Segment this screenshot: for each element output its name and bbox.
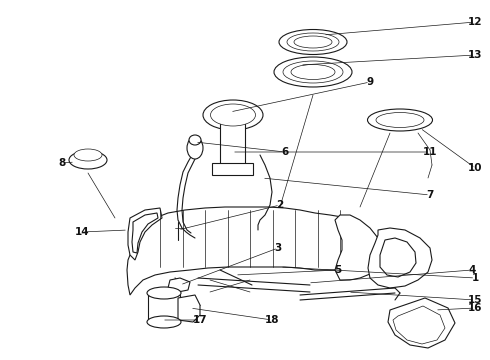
Text: 14: 14: [74, 227, 89, 237]
Ellipse shape: [211, 104, 255, 126]
Ellipse shape: [69, 151, 107, 169]
Text: 13: 13: [468, 50, 483, 60]
Polygon shape: [168, 278, 190, 292]
Polygon shape: [393, 306, 445, 344]
Ellipse shape: [74, 149, 102, 161]
Polygon shape: [128, 208, 162, 260]
Polygon shape: [212, 163, 253, 175]
Ellipse shape: [187, 137, 203, 159]
Text: 5: 5: [334, 265, 342, 275]
Text: 7: 7: [426, 190, 434, 200]
Polygon shape: [368, 228, 432, 288]
Text: 4: 4: [468, 265, 476, 275]
Ellipse shape: [287, 33, 339, 51]
Text: 11: 11: [423, 147, 437, 157]
Polygon shape: [220, 115, 245, 165]
Text: 18: 18: [265, 315, 279, 325]
Ellipse shape: [274, 57, 352, 87]
Polygon shape: [132, 213, 158, 253]
Ellipse shape: [283, 61, 343, 83]
Text: 9: 9: [367, 77, 373, 87]
Ellipse shape: [376, 112, 424, 127]
Text: 8: 8: [58, 158, 66, 168]
Ellipse shape: [279, 30, 347, 54]
Ellipse shape: [147, 316, 181, 328]
Polygon shape: [178, 295, 200, 322]
Ellipse shape: [203, 100, 263, 130]
Text: 1: 1: [472, 273, 479, 283]
Text: 12: 12: [468, 17, 483, 27]
Text: 16: 16: [468, 303, 483, 313]
Polygon shape: [388, 298, 455, 348]
Ellipse shape: [291, 64, 335, 80]
Polygon shape: [380, 238, 416, 277]
Text: 10: 10: [468, 163, 483, 173]
Ellipse shape: [368, 109, 433, 131]
Ellipse shape: [147, 287, 181, 299]
Ellipse shape: [294, 36, 332, 48]
Polygon shape: [148, 295, 180, 320]
Text: 15: 15: [468, 295, 483, 305]
Polygon shape: [335, 215, 382, 280]
Polygon shape: [127, 207, 368, 295]
Text: 6: 6: [281, 147, 289, 157]
Text: 2: 2: [276, 200, 284, 210]
Text: 17: 17: [193, 315, 207, 325]
Text: 3: 3: [274, 243, 282, 253]
Ellipse shape: [189, 135, 201, 145]
